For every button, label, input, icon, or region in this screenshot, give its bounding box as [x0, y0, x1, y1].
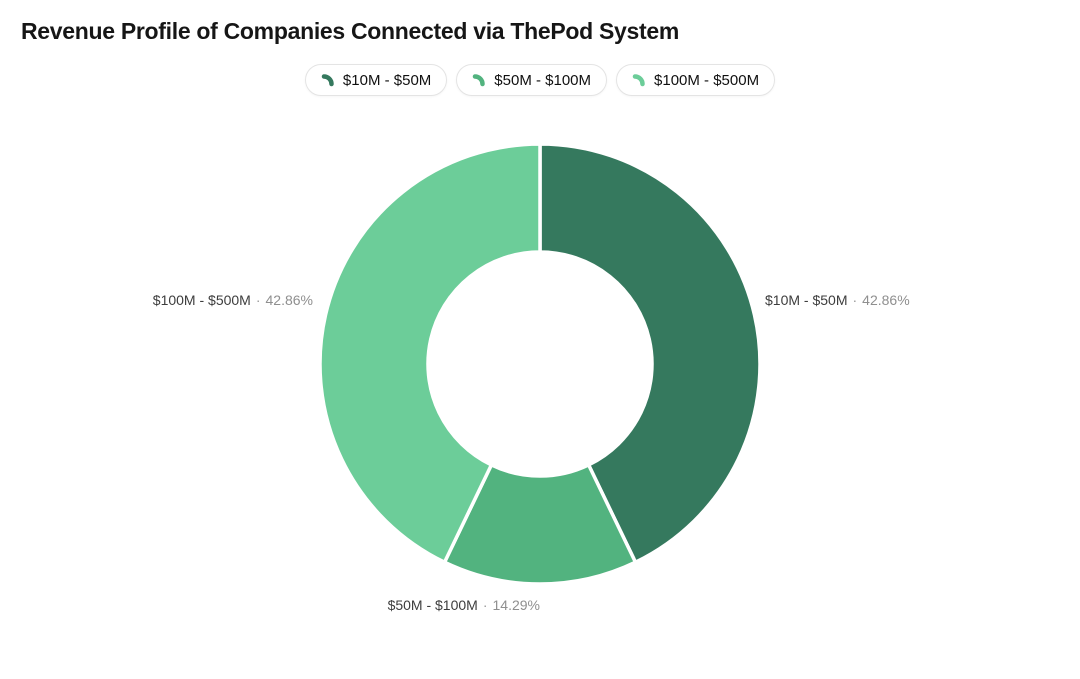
segment-label-percent: 14.29%: [492, 597, 540, 613]
donut-segment-2[interactable]: [318, 142, 542, 564]
segment-label-separator: ·: [482, 597, 488, 613]
donut-segment-0[interactable]: [538, 142, 762, 564]
segment-label-0: $10M - $50M · 42.86%: [765, 292, 910, 308]
legend-item-0[interactable]: $10M - $50M: [304, 64, 448, 96]
legend-item-2[interactable]: $100M - $500M: [616, 64, 776, 96]
segment-label-separator: ·: [852, 292, 858, 308]
chart-legend: $10M - $50M $50M - $100M $100M - $500M: [0, 64, 1080, 96]
legend-swatch-icon: [632, 74, 645, 87]
segment-label-separator: ·: [255, 292, 261, 308]
segment-label-1: $50M - $100M · 14.29%: [388, 597, 540, 613]
segment-label-text: $50M - $100M: [387, 597, 478, 613]
legend-item-label: $50M - $100M: [494, 71, 592, 89]
legend-item-label: $10M - $50M: [342, 71, 432, 89]
legend-swatch-icon: [321, 74, 334, 87]
segment-label-2: $100M - $500M · 42.86%: [153, 292, 313, 308]
segment-label-text: $10M - $50M: [765, 292, 848, 308]
chart-title: Revenue Profile of Companies Connected v…: [21, 18, 680, 44]
legend-item-1[interactable]: $50M - $100M: [456, 64, 608, 96]
segment-label-text: $100M - $500M: [152, 292, 251, 308]
segment-label-percent: 42.86%: [862, 292, 910, 308]
segment-label-percent: 42.86%: [265, 292, 313, 308]
legend-swatch-icon: [473, 74, 486, 87]
legend-item-label: $100M - $500M: [654, 71, 760, 89]
